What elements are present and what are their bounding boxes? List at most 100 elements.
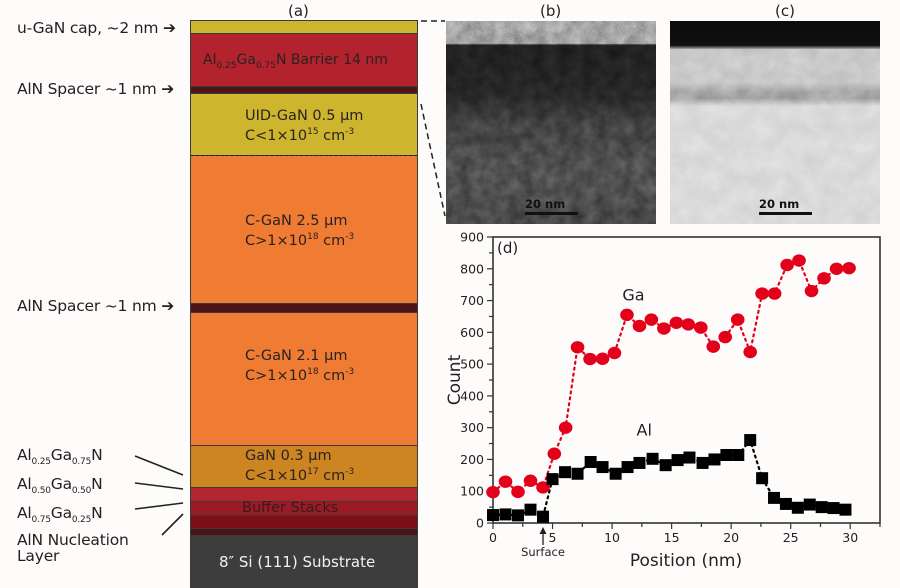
y-axis-label: Count [445, 354, 465, 405]
chart-series-lines [491, 259, 851, 519]
point-ga [547, 447, 562, 460]
c-gan-2-thickness: C-GaN 2.1 µm [245, 348, 348, 364]
layer-c-gan-1: C-GaN 2.5 µm C>1×1018 cm-3 [190, 155, 418, 304]
point-al [621, 461, 634, 474]
point-al [571, 467, 584, 480]
label-buffer-025: Al0.25Ga0.75N [17, 446, 103, 467]
point-al [609, 467, 622, 480]
scalebar-b-label: 20 nm [525, 197, 566, 211]
tem-image-c: 20 nm [670, 21, 880, 224]
x-tick-label: 0 [489, 530, 497, 545]
point-al [815, 501, 828, 514]
c-gan-1-doping: C>1×1018 cm-3 [245, 232, 355, 250]
surface-annotation: Surface [521, 545, 565, 559]
label-buffer-050: Al0.50Ga0.50N [17, 475, 103, 496]
point-ga [693, 321, 708, 334]
point-ga [767, 287, 782, 300]
point-ga [523, 474, 538, 487]
label-nucleation-line2: Layer [17, 547, 60, 565]
point-ga [780, 258, 794, 272]
point-al [512, 509, 525, 522]
leader-line-075 [134, 502, 184, 510]
series-label-ga: Ga [622, 286, 644, 305]
label-nucleation: AlN Nucleation Layer [17, 532, 129, 564]
x-tick-label: 10 [604, 530, 620, 545]
x-tick-label: 5 [549, 530, 557, 545]
y-tick-label: 0 [476, 516, 484, 531]
tem-image-b-texture [446, 21, 656, 224]
point-al [708, 453, 721, 466]
c-gan-2-doping: C>1×1018 cm-3 [245, 367, 355, 385]
point-ga [558, 421, 573, 434]
point-ga [498, 475, 513, 488]
x-tick-label: 25 [783, 530, 799, 545]
label-spacer-top-text: AlN Spacer ~1 nm [17, 80, 157, 98]
point-al [537, 510, 550, 523]
substrate-label: 8″ Si (111) Substrate [219, 553, 376, 571]
y-tick-label: 700 [460, 293, 484, 308]
point-ga [706, 340, 721, 353]
arrow-icon: ➔ [158, 19, 176, 37]
panel-label-d: (d) [497, 239, 518, 257]
point-ga [620, 308, 634, 322]
point-al [756, 472, 769, 485]
arrow-icon: ➔ [156, 297, 174, 315]
series-label-al: Al [637, 421, 652, 440]
point-ga [817, 272, 831, 285]
zoom-line-bottom [420, 103, 446, 217]
buffer-stacks-label: Buffer Stacks [242, 500, 339, 516]
point-ga [743, 345, 758, 359]
arrow-icon: ➔ [156, 80, 174, 98]
label-buffer-075: Al0.75Ga0.25N [17, 504, 103, 525]
point-ga [570, 341, 585, 354]
point-al [779, 497, 792, 510]
point-ga [583, 352, 597, 366]
layer-gan: GaN 0.3 µm C<1×1017 cm-3 [190, 445, 418, 488]
point-ga [730, 313, 745, 326]
gan-doping: C<1×1017 cm-3 [245, 467, 355, 485]
scalebar-c-label: 20 nm [759, 197, 800, 211]
point-ga [718, 330, 732, 344]
point-al [546, 473, 559, 486]
x-tick-label: 30 [842, 530, 858, 545]
surface-arrow-icon [539, 527, 547, 545]
y-tick-label: 200 [460, 452, 484, 467]
point-ga [536, 481, 550, 494]
chart-points [486, 254, 856, 523]
y-tick-label: 800 [460, 261, 484, 276]
point-al [683, 451, 696, 464]
point-al [499, 508, 512, 521]
point-ga [632, 319, 647, 333]
point-al [633, 456, 646, 469]
label-nucleation-line1: AlN Nucleation [17, 531, 129, 549]
y-tick-label: 300 [460, 420, 484, 435]
point-al [524, 503, 537, 516]
panel-label-a: (a) [288, 2, 309, 20]
point-ga [804, 284, 819, 298]
x-tick-label: 20 [723, 530, 739, 545]
point-ga [842, 261, 856, 275]
c-gan-1-thickness: C-GaN 2.5 µm [245, 213, 348, 229]
point-ga [486, 485, 500, 499]
tem-image-c-texture [670, 21, 880, 224]
point-ga [755, 287, 769, 300]
label-spacer-top: AlN Spacer ~1 nm ➔ [17, 80, 174, 98]
y-tick-label: 900 [460, 230, 484, 245]
point-ga [681, 318, 696, 331]
point-al [659, 459, 672, 472]
point-ga [829, 262, 844, 275]
point-ga [669, 316, 684, 329]
point-al [596, 461, 609, 474]
label-spacer-mid-text: AlN Spacer ~1 nm [17, 297, 157, 315]
label-cap: u-GaN cap, ~2 nm ➔ [17, 19, 176, 37]
point-ga [657, 322, 671, 335]
point-al [559, 466, 572, 479]
chart-ticks: 0 100 200 300 400 500 600 700 800 900 0 5 10 15 20 25 30 [460, 230, 881, 545]
point-al [671, 454, 684, 467]
layer-barrier: Al0.25Ga0.75N Barrier 14 nm [190, 33, 418, 87]
panel-label-c: (c) [775, 2, 795, 20]
point-al [827, 502, 840, 515]
y-tick-label: 100 [460, 484, 484, 499]
